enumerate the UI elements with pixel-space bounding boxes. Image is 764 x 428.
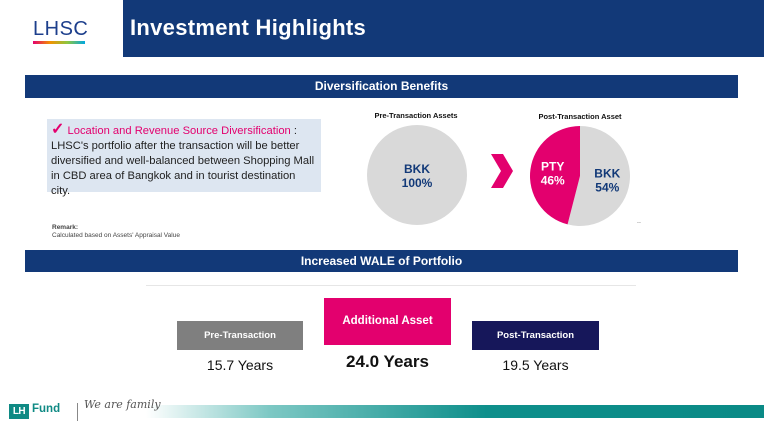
- info-body: LHSC's portfolio after the transaction w…: [51, 140, 315, 197]
- stray-mark: ..: [637, 218, 641, 225]
- additional-asset-wale: 24.0 Years: [346, 352, 429, 371]
- pie-slice-bkk: [567, 126, 630, 226]
- pie-slice-pty: [530, 126, 580, 225]
- post-transaction-wale: 19.5 Years: [502, 357, 569, 373]
- check-icon: ✓: [51, 121, 65, 138]
- pie-value-bkk: 54%: [595, 180, 619, 194]
- logo-color-stripe: [33, 41, 85, 44]
- diversification-info-box: ✓ Location and Revenue Source Diversific…: [47, 119, 321, 197]
- pie-label-bkk: BKK: [404, 162, 430, 176]
- pie-label-pty: PTY: [541, 160, 564, 174]
- diversification-section-header: Diversification Benefits: [25, 75, 738, 98]
- post-transaction-box: Post-Transaction: [472, 321, 599, 350]
- pre-transaction-box: Pre-Transaction: [177, 321, 303, 350]
- info-colon: :: [290, 125, 297, 137]
- remark: Remark: Calculated based on Assets' Appr…: [52, 224, 180, 240]
- additional-asset-box: Additional Asset: [324, 298, 451, 345]
- wale-section-header: Increased WALE of Portfolio: [25, 250, 738, 272]
- pie-slice-bkk: [367, 125, 467, 225]
- pie-value-pty: 46%: [541, 174, 565, 188]
- chevron-right-icon: [491, 154, 513, 188]
- footer-divider: [77, 403, 78, 421]
- info-heading: Location and Revenue Source Diversificat…: [67, 125, 291, 137]
- remark-text: Calculated based on Assets' Appraisal Va…: [52, 232, 180, 239]
- remark-title: Remark:: [52, 224, 79, 231]
- title-bar: [123, 0, 764, 57]
- lhsc-logo: LHSC: [33, 18, 89, 40]
- footer-gradient-bar: [146, 405, 764, 418]
- lh-fund-logo-mark: LH: [9, 404, 29, 419]
- wale-divider: [146, 285, 636, 286]
- logo-area: [0, 0, 123, 62]
- lh-fund-logo-text: Fund: [32, 403, 61, 415]
- we-are-family-logo: We are family: [84, 398, 161, 411]
- page-title: Investment Highlights: [130, 15, 367, 40]
- pie-value-bkk: 100%: [402, 176, 433, 190]
- pre-transaction-wale: 15.7 Years: [206, 357, 274, 373]
- pie-label-bkk: BKK: [594, 166, 620, 180]
- post-transaction-chart-title: Post-Transaction Asset: [538, 112, 622, 121]
- pre-transaction-chart-title: Pre-Transaction Assets: [374, 111, 458, 120]
